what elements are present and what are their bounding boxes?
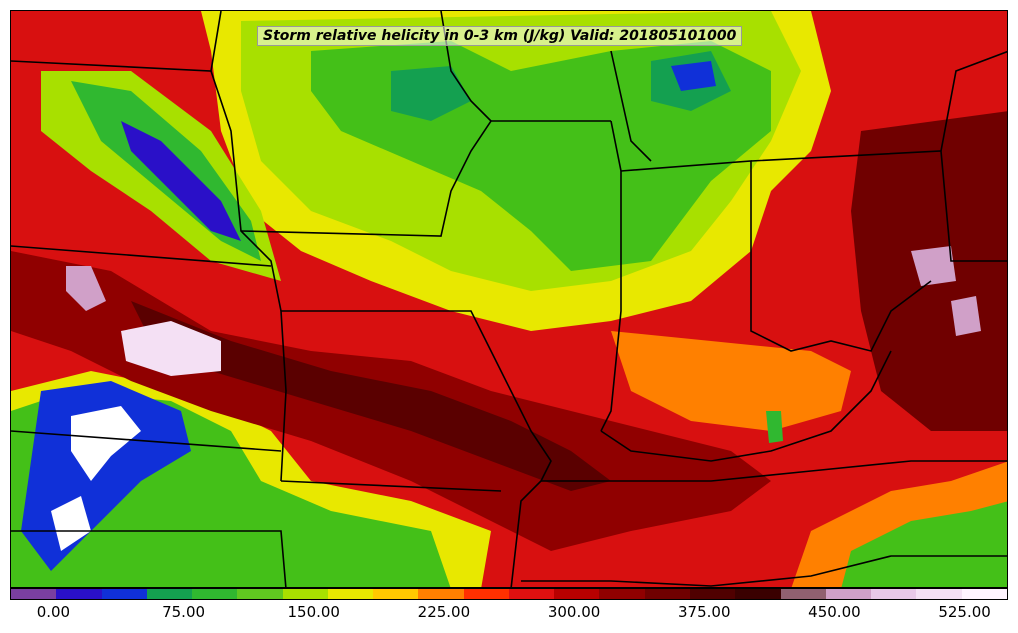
helicity-sw-white-2 <box>51 496 91 551</box>
helicity-east-pink-2 <box>951 296 981 336</box>
colorbar-tick-label: 375.00 <box>678 603 731 621</box>
colorbar-segment <box>916 589 962 599</box>
colorbar-tick-label: 300.00 <box>547 603 601 621</box>
helicity-green-spot-ky <box>766 411 783 443</box>
colorbar-segment <box>735 589 781 599</box>
colorbar-segment <box>282 589 328 599</box>
colorbar-tick-label: 0.00 <box>36 603 71 621</box>
helicity-blue-patch-north <box>671 61 716 91</box>
colorbar-segment <box>961 589 1007 599</box>
helicity-west-streak-blue <box>121 121 241 241</box>
colorbar-tick-label: 525.00 <box>938 603 991 621</box>
colorbar-segment <box>237 589 283 599</box>
helicity-darker-swath <box>131 301 611 491</box>
helicity-se-green <box>841 501 1007 587</box>
colorbar-tick-label: 225.00 <box>417 603 471 621</box>
colorbar-segment <box>463 589 509 599</box>
colorbar-tick-label: 450.00 <box>808 603 861 621</box>
colorbar-segment <box>56 589 102 599</box>
colorbar-segment <box>508 589 555 599</box>
map-title: Storm relative helicity in 0-3 km (J/kg)… <box>257 26 743 46</box>
colorbar-segment <box>327 589 374 599</box>
helicity-map <box>11 11 1007 587</box>
colorbar-segment <box>644 589 690 599</box>
colorbar <box>10 588 1008 600</box>
helicity-green-dark <box>391 66 471 121</box>
colorbar-segment <box>871 589 917 599</box>
helicity-sw-white-1 <box>71 406 141 481</box>
helicity-max-blob-1 <box>121 321 221 376</box>
colorbar-tick-label: 75.00 <box>162 603 206 621</box>
colorbar-segment <box>554 589 600 599</box>
colorbar-segment <box>373 589 419 599</box>
helicity-orange-band <box>611 331 851 431</box>
colorbar-segment <box>11 589 57 599</box>
colorbar-segment <box>192 589 238 599</box>
colorbar-tick-labels: 0.00 75.00 150.00 225.00 300.00 375.00 450.00 5… <box>10 603 1008 625</box>
helicity-east-pink <box>911 246 956 286</box>
colorbar-segment <box>418 589 464 599</box>
colorbar-segment <box>825 589 872 599</box>
colorbar-segment <box>146 589 193 599</box>
colorbar-segment <box>599 589 645 599</box>
colorbar-segment <box>101 589 147 599</box>
map-panel: Storm relative helicity in 0-3 km (J/kg)… <box>10 10 1008 588</box>
colorbar-tick-label: 150.00 <box>287 603 340 621</box>
colorbar-segment <box>780 589 826 599</box>
colorbar-segment <box>689 589 736 599</box>
helicity-max-blob-2 <box>66 266 106 311</box>
